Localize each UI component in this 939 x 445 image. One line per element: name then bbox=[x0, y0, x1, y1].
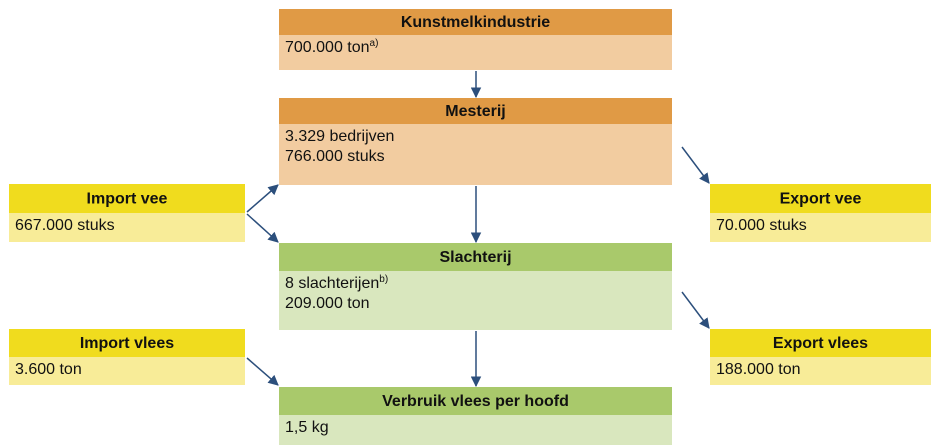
node-body bbox=[9, 357, 245, 385]
node-header bbox=[710, 184, 931, 213]
node-header bbox=[9, 329, 245, 357]
node-title: Export vlees bbox=[773, 335, 868, 352]
node-header bbox=[9, 184, 245, 213]
node-line: 70.000 stuks bbox=[716, 217, 807, 234]
node-line: 1,5 kg bbox=[285, 419, 329, 436]
node: Import vee 667.000 stuks bbox=[9, 184, 245, 242]
node-header bbox=[279, 387, 672, 415]
node-line: 188.000 ton bbox=[716, 361, 801, 378]
node: Export vee 70.000 stuks bbox=[710, 184, 931, 242]
node-header bbox=[279, 98, 672, 124]
line-text: 667.000 stuks bbox=[15, 217, 115, 234]
node-title: Kunstmelkindustrie bbox=[401, 14, 550, 31]
footnote-mark: b) bbox=[379, 274, 388, 285]
node-header bbox=[279, 9, 672, 35]
node-body bbox=[279, 271, 672, 330]
node-body bbox=[710, 213, 931, 242]
line-text: 8 slachterijen bbox=[285, 275, 379, 292]
line-text: 700.000 ton bbox=[285, 39, 370, 56]
node-body bbox=[710, 357, 931, 385]
node-header bbox=[710, 329, 931, 357]
line-text: 1,5 kg bbox=[285, 419, 329, 436]
node-line: 3.600 ton bbox=[15, 361, 82, 378]
node: Verbruik vlees per hoofd 1,5 kg bbox=[279, 387, 672, 445]
node-title: Slachterij bbox=[439, 249, 511, 266]
node-title: Verbruik vlees per hoofd bbox=[382, 393, 569, 410]
line-text: 766.000 stuks bbox=[285, 148, 385, 165]
node: Export vlees 188.000 ton bbox=[710, 329, 931, 385]
node: Mesterij 3.329 bedrijven 766.000 stuks bbox=[279, 98, 672, 185]
line-text: 3.329 bedrijven bbox=[285, 128, 394, 145]
node-body bbox=[9, 213, 245, 242]
node-body bbox=[279, 124, 672, 185]
line-text: 209.000 ton bbox=[285, 295, 370, 312]
node-title: Import vee bbox=[87, 191, 168, 208]
node-line: 766.000 stuks bbox=[285, 148, 385, 165]
node: Import vlees 3.600 ton bbox=[9, 329, 245, 385]
line-text: 70.000 stuks bbox=[716, 217, 807, 234]
node-body bbox=[279, 35, 672, 70]
node-line: 700.000 tona) bbox=[285, 38, 378, 57]
node: Slachterij 8 slachterijenb) 209.000 ton bbox=[279, 243, 672, 330]
arrows bbox=[246, 71, 710, 388]
line-text: 188.000 ton bbox=[716, 361, 801, 378]
node-header bbox=[279, 243, 672, 271]
line-text: 3.600 ton bbox=[15, 361, 82, 378]
footnote-mark: a) bbox=[370, 38, 379, 49]
node-title: Import vlees bbox=[80, 335, 174, 352]
node-title: Export vee bbox=[780, 191, 862, 208]
node-title: Mesterij bbox=[445, 103, 505, 120]
node-line: 3.329 bedrijven bbox=[285, 128, 394, 145]
node-line: 8 slachterijenb) bbox=[285, 274, 388, 293]
node: Kunstmelkindustrie 700.000 tona) bbox=[279, 9, 672, 70]
node-body bbox=[279, 415, 672, 445]
node-line: 667.000 stuks bbox=[15, 217, 115, 234]
node-line: 209.000 ton bbox=[285, 295, 370, 312]
